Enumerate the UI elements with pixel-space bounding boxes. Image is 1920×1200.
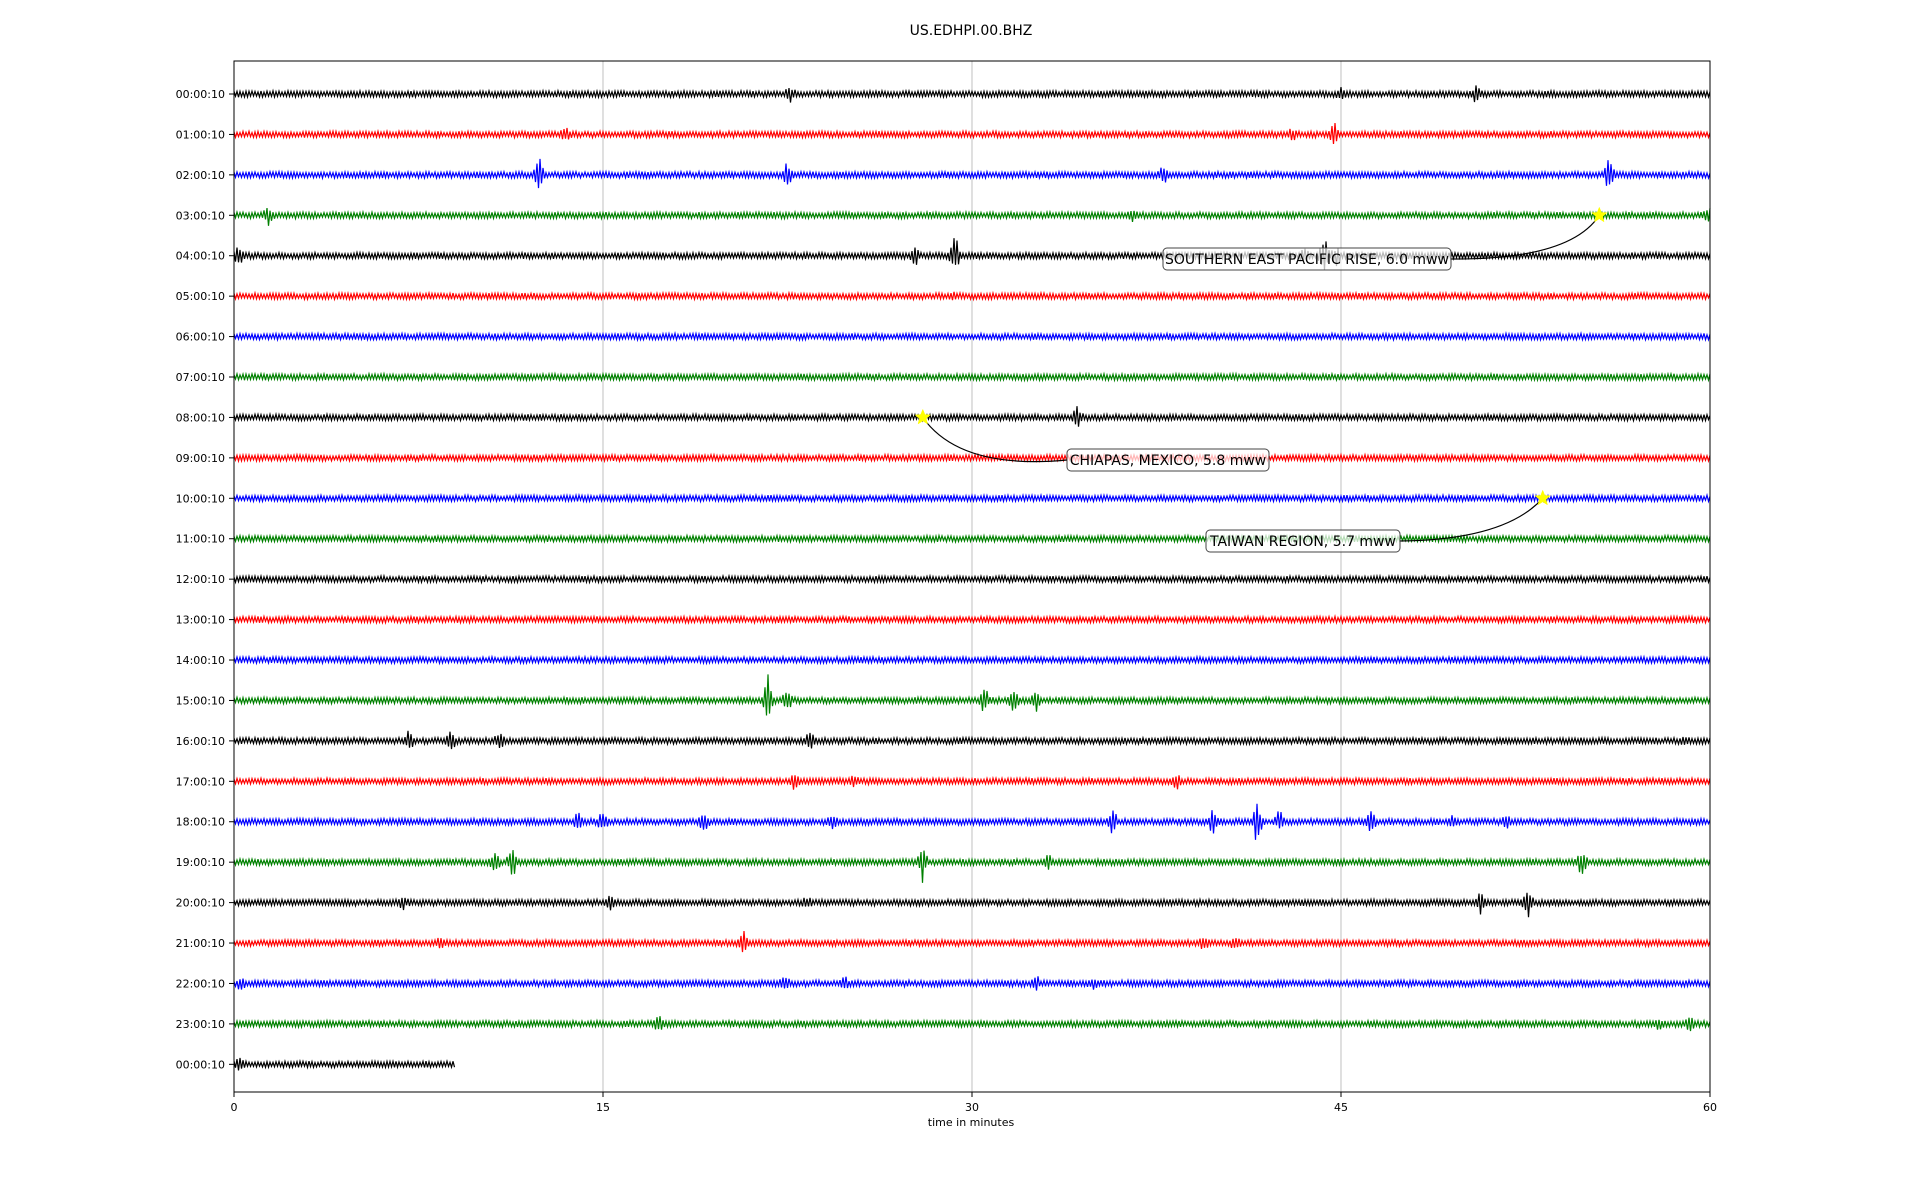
annotation-box [1162, 247, 1452, 271]
row-time-label: 02:00:10 [176, 169, 225, 182]
trace-line [233, 850, 1711, 883]
trace-line [233, 1057, 456, 1071]
row-time-label: 23:00:10 [176, 1018, 225, 1031]
row-time-label: 15:00:10 [176, 694, 225, 707]
trace-line [233, 573, 1711, 585]
trace-line [233, 1016, 1711, 1032]
row-time-label: 01:00:10 [176, 128, 225, 141]
trace-line [233, 674, 1711, 716]
row-labels: 00:00:10 01:00:10 02:00:10 03:00:10 04:00:10… [176, 88, 234, 1071]
annotation-connector [1450, 214, 1600, 260]
trace-line [233, 654, 1711, 666]
row-time-label: 20:00:10 [176, 897, 225, 910]
event-label: TAIWAN REGION, 5.7 mww [1209, 534, 1396, 550]
event-star-icon [1591, 206, 1608, 223]
row-time-label: 18:00:10 [176, 816, 225, 829]
x-tick-label: 0 [231, 1101, 238, 1114]
trace-line [233, 892, 1711, 918]
row-time-label: 21:00:10 [176, 937, 225, 950]
trace-line [233, 930, 1711, 953]
x-tick-label: 30 [965, 1101, 979, 1114]
annotation-connector [922, 417, 1068, 463]
trace-line [233, 976, 1711, 991]
trace-line [233, 158, 1711, 189]
row-time-label: 06:00:10 [176, 331, 225, 344]
row-time-label: 04:00:10 [176, 250, 225, 263]
trace-line [233, 208, 1711, 226]
trace-line [233, 803, 1711, 840]
trace-line [233, 730, 1711, 750]
trace-line [233, 533, 1711, 545]
row-time-label: 00:00:10 [176, 88, 225, 101]
trace-line [233, 452, 1711, 464]
row-time-label: 22:00:10 [176, 977, 225, 990]
trace-line [233, 614, 1711, 626]
event-star-icon [1534, 489, 1551, 506]
row-time-label: 12:00:10 [176, 573, 225, 586]
x-axis-label: time in minutes [928, 1116, 1015, 1129]
x-tick-label: 15 [596, 1101, 610, 1114]
row-time-label: 16:00:10 [176, 735, 225, 748]
row-time-label: 09:00:10 [176, 452, 225, 465]
row-time-label: 19:00:10 [176, 856, 225, 869]
trace-line [233, 122, 1711, 145]
row-time-label: 17:00:10 [176, 775, 225, 788]
trace-line [233, 290, 1711, 302]
annotation-connector [1399, 497, 1544, 542]
row-time-label: 07:00:10 [176, 371, 225, 384]
event-star-icon [914, 408, 932, 425]
trace-line [233, 775, 1711, 790]
event-label: CHIAPAS, MEXICO, 5.8 mww [1070, 453, 1267, 469]
row-time-label: 11:00:10 [176, 533, 225, 546]
trace-line [233, 371, 1711, 383]
event-annotations: SOUTHERN EAST PACIFIC RISE, 6.0 mww CHIAP… [914, 206, 1608, 553]
x-tick-label: 45 [1334, 1101, 1348, 1114]
traces [233, 85, 1711, 1071]
x-tick-label: 60 [1703, 1101, 1717, 1114]
trace-line [233, 406, 1711, 427]
annotation-box [1205, 529, 1401, 553]
event-label: SOUTHERN EAST PACIFIC RISE, 6.0 mww [1165, 252, 1449, 268]
row-time-label: 00:00:10 [176, 1058, 225, 1071]
row-time-label: 13:00:10 [176, 614, 225, 627]
row-time-label: 03:00:10 [176, 209, 225, 222]
annotation-box [1066, 448, 1270, 472]
row-time-label: 10:00:10 [176, 492, 225, 505]
row-time-label: 14:00:10 [176, 654, 225, 667]
x-axis: 0 15 30 45 60 [231, 1092, 1717, 1114]
trace-line [233, 238, 1711, 270]
trace-line [233, 492, 1711, 504]
row-time-label: 08:00:10 [176, 411, 225, 424]
row-time-label: 05:00:10 [176, 290, 225, 303]
trace-line [233, 331, 1711, 343]
trace-line [233, 85, 1711, 103]
chart-title: US.EDHPI.00.BHZ [910, 23, 1033, 39]
